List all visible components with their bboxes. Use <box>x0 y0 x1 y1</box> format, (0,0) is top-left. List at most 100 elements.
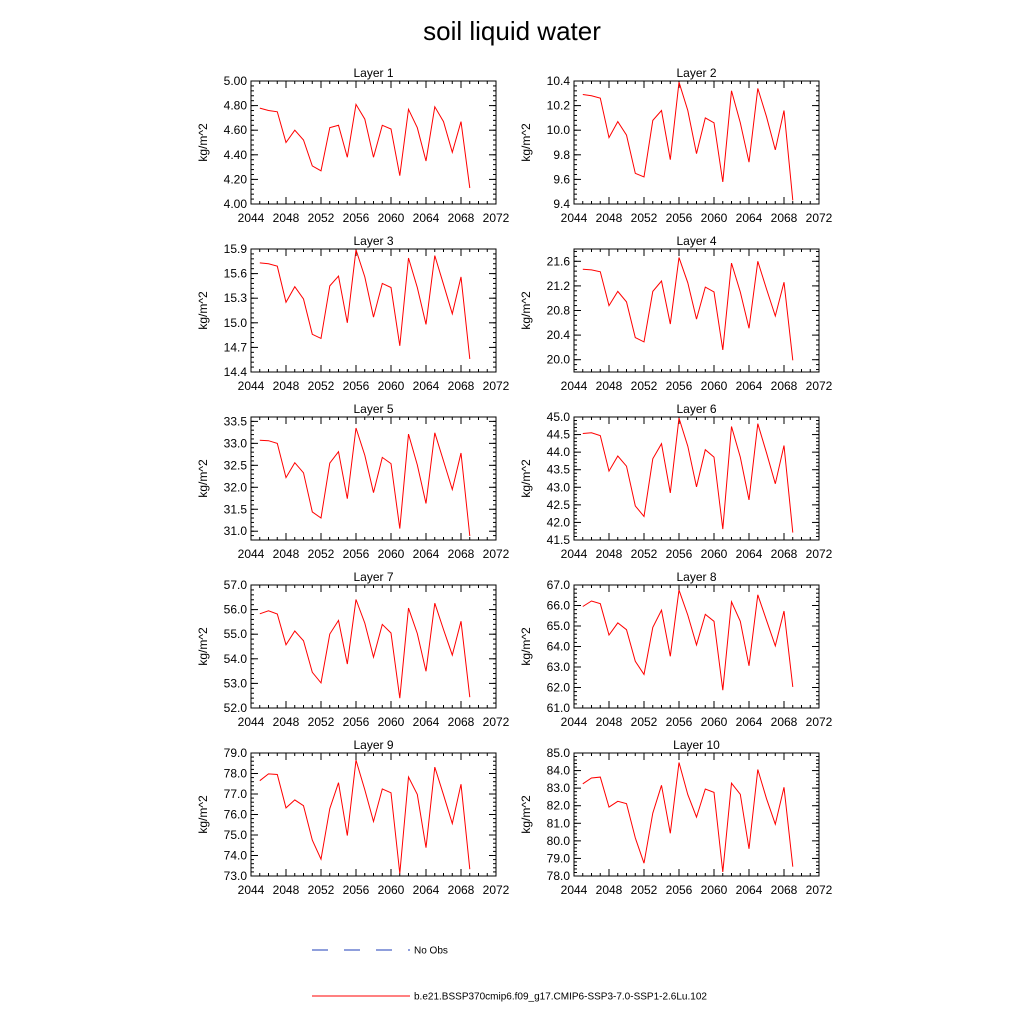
y-tick-label: 45.0 <box>547 410 571 424</box>
series-line <box>582 257 794 361</box>
x-tick-label: 2064 <box>413 547 440 561</box>
x-tick-label: 2060 <box>701 715 728 729</box>
x-tick-label: 2052 <box>308 547 335 561</box>
y-axis-label: kg/m^2 <box>519 459 533 498</box>
x-tick-label: 2068 <box>771 379 798 393</box>
y-tick-label: 32.0 <box>224 480 248 494</box>
x-tick-label: 2064 <box>413 715 440 729</box>
plot-frame <box>573 416 820 541</box>
y-tick-label: 15.9 <box>224 242 248 256</box>
x-tick-label: 2060 <box>701 547 728 561</box>
x-tick-label: 2044 <box>238 715 265 729</box>
y-tick-label: 82.0 <box>547 799 571 813</box>
y-tick-label: 20.4 <box>547 328 571 342</box>
x-tick-label: 2048 <box>273 547 300 561</box>
y-tick-label: 33.5 <box>224 414 248 428</box>
chart-panel: Layer 4 kg/m^2 2044 2048 2052 2056 2060 2064 206… <box>519 234 833 393</box>
y-axis-label: kg/m^2 <box>196 459 210 498</box>
panel-title: Layer 5 <box>353 402 393 416</box>
y-tick-label: 64.0 <box>547 640 571 654</box>
y-tick-label: 32.5 <box>224 458 248 472</box>
y-tick-label: 10.0 <box>547 123 571 137</box>
x-tick-label: 2044 <box>561 211 588 225</box>
x-tick-label: 2068 <box>771 715 798 729</box>
y-tick-label: 55.0 <box>224 627 248 641</box>
y-tick-label: 33.0 <box>224 436 248 450</box>
x-tick-label: 2048 <box>596 715 623 729</box>
y-tick-label: 9.4 <box>553 197 570 211</box>
figure-title: soil liquid water <box>423 16 601 46</box>
plot-frame <box>573 584 820 709</box>
y-tick-label: 15.3 <box>224 291 248 305</box>
x-tick-label: 2056 <box>343 379 370 393</box>
y-tick-label: 73.0 <box>224 869 248 883</box>
y-tick-label: 78.0 <box>224 767 248 781</box>
y-tick-label: 44.5 <box>547 428 571 442</box>
y-tick-label: 10.2 <box>547 99 571 113</box>
y-tick-label: 4.60 <box>224 123 248 137</box>
x-tick-label: 2052 <box>308 883 335 897</box>
y-tick-label: 14.4 <box>224 365 248 379</box>
x-tick-label: 2072 <box>483 883 510 897</box>
plot-frame <box>573 752 820 877</box>
y-tick-label: 63.0 <box>547 660 571 674</box>
x-tick-label: 2052 <box>308 715 335 729</box>
y-tick-label: 4.80 <box>224 99 248 113</box>
series-line <box>259 102 471 189</box>
y-tick-label: 53.0 <box>224 676 248 690</box>
chart-panel: Layer 8 kg/m^2 2044 2048 2052 2056 2060 2064 206… <box>519 570 833 729</box>
x-tick-label: 2048 <box>273 211 300 225</box>
x-tick-label: 2068 <box>771 547 798 561</box>
y-axis-label: kg/m^2 <box>519 795 533 834</box>
x-tick-label: 2060 <box>701 379 728 393</box>
series-line <box>259 249 471 359</box>
x-tick-label: 2072 <box>483 715 510 729</box>
y-tick-label: 21.2 <box>547 279 571 293</box>
y-tick-label: 80.0 <box>547 834 571 848</box>
x-tick-label: 2064 <box>413 211 440 225</box>
x-tick-label: 2068 <box>771 211 798 225</box>
chart-panel: Layer 10 kg/m^2 2044 2048 2052 2056 2060 2064 20… <box>519 738 833 897</box>
x-tick-label: 2064 <box>736 211 763 225</box>
x-tick-label: 2044 <box>238 379 265 393</box>
panel-title: Layer 8 <box>676 570 716 584</box>
series-line <box>582 417 794 533</box>
series-line <box>582 82 794 201</box>
y-tick-label: 14.7 <box>224 340 248 354</box>
x-tick-label: 2060 <box>378 547 405 561</box>
chart-panel: Layer 1 kg/m^2 2044 2048 2052 2056 2060 2064 206… <box>196 66 510 225</box>
x-tick-label: 2048 <box>596 211 623 225</box>
y-tick-label: 43.0 <box>547 480 571 494</box>
x-tick-label: 2052 <box>631 883 658 897</box>
x-tick-label: 2068 <box>448 715 475 729</box>
x-tick-label: 2044 <box>238 547 265 561</box>
x-tick-label: 2060 <box>378 883 405 897</box>
chart-panel: Layer 2 kg/m^2 2044 2048 2052 2056 2060 2064 206… <box>519 66 833 225</box>
panel-title: Layer 3 <box>353 234 393 248</box>
y-axis-label: kg/m^2 <box>196 291 210 330</box>
y-tick-label: 81.0 <box>547 816 571 830</box>
y-tick-label: 76.0 <box>224 808 248 822</box>
x-tick-label: 2068 <box>448 547 475 561</box>
y-tick-label: 85.0 <box>547 746 571 760</box>
x-tick-label: 2044 <box>561 715 588 729</box>
y-axis-label: kg/m^2 <box>196 123 210 162</box>
x-tick-label: 2044 <box>238 211 265 225</box>
y-tick-label: 4.00 <box>224 197 248 211</box>
x-tick-label: 2072 <box>806 379 833 393</box>
legend-model-label: b.e21.BSSP370cmip6.f09_g17.CMIP6-SSP3-7.… <box>414 992 707 1003</box>
y-axis-label: kg/m^2 <box>519 123 533 162</box>
y-axis-label: kg/m^2 <box>196 795 210 834</box>
x-tick-label: 2068 <box>448 883 475 897</box>
y-axis-label: kg/m^2 <box>519 627 533 666</box>
panel-title: Layer 10 <box>673 738 720 752</box>
y-tick-label: 15.0 <box>224 316 248 330</box>
x-tick-label: 2072 <box>483 379 510 393</box>
y-tick-label: 83.0 <box>547 781 571 795</box>
y-tick-label: 31.0 <box>224 524 248 538</box>
chart-panel: Layer 6 kg/m^2 2044 2048 2052 2056 2060 2064 206… <box>519 402 833 561</box>
y-tick-label: 9.8 <box>553 148 570 162</box>
y-tick-label: 42.5 <box>547 498 571 512</box>
x-tick-label: 2068 <box>448 211 475 225</box>
x-tick-label: 2056 <box>666 715 693 729</box>
